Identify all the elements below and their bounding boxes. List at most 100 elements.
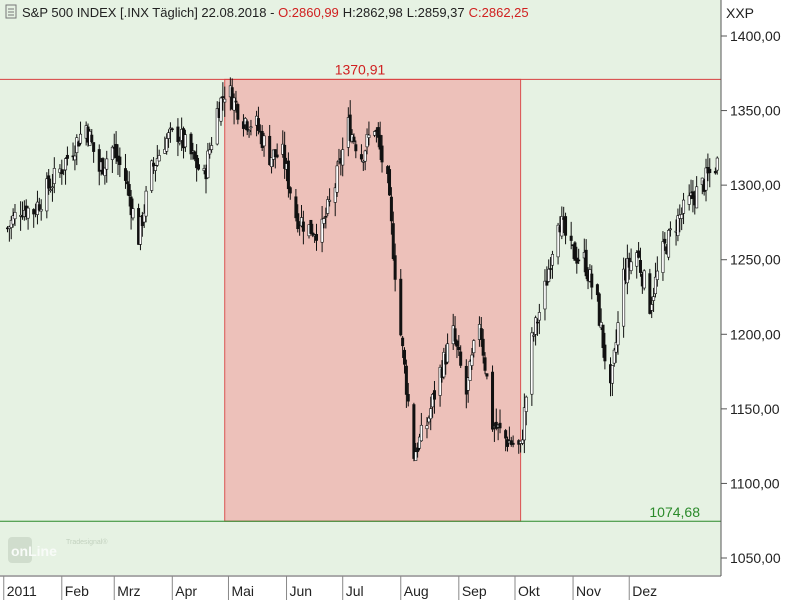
candle-body — [354, 144, 358, 152]
candle-body — [470, 354, 474, 366]
x-tick-label: Mrz — [117, 583, 140, 599]
candle-body — [637, 250, 641, 258]
x-tick-label: Sep — [462, 583, 487, 599]
candle-body — [682, 199, 686, 214]
candle-body — [176, 126, 180, 142]
candle-body — [90, 134, 94, 143]
x-tick-label: Aug — [404, 583, 429, 599]
candle-body — [483, 357, 487, 371]
header-icon[interactable] — [5, 4, 17, 19]
candle-body — [404, 365, 408, 395]
candle-body — [419, 424, 423, 442]
candle-body — [206, 150, 210, 179]
candle-body — [520, 439, 524, 444]
candle-body — [157, 155, 161, 162]
candle-body — [26, 207, 30, 219]
candle-body — [590, 273, 594, 288]
candle-body — [459, 351, 463, 366]
candle-body — [457, 347, 461, 351]
candle-body — [453, 328, 457, 342]
open-value: O:2860,99 — [278, 5, 339, 20]
x-tick-label: Dez — [632, 583, 657, 599]
candle-body — [178, 141, 182, 144]
candle-body — [491, 371, 495, 430]
candle-body — [556, 224, 560, 258]
candle-body — [543, 280, 547, 310]
x-tick-label: Jul — [346, 583, 364, 599]
candle-body — [373, 131, 377, 136]
candle-body — [438, 367, 442, 396]
candle-body — [52, 168, 56, 184]
candle-body — [365, 134, 369, 148]
candle-body — [247, 130, 251, 132]
x-axis-panel — [0, 576, 800, 600]
candle-body — [432, 390, 436, 400]
candle-body — [309, 219, 313, 234]
candle-body — [479, 328, 483, 340]
candle-body — [378, 134, 382, 150]
y-tick-label: 1150,00 — [730, 401, 780, 417]
candle-body — [131, 208, 135, 219]
candle-body — [610, 365, 614, 384]
candle-body — [270, 157, 274, 168]
candle-body — [361, 161, 365, 163]
candle-body — [123, 168, 127, 181]
y-tick-label: 1050,00 — [730, 550, 781, 566]
candle-body — [125, 181, 129, 185]
candle-body — [635, 252, 639, 267]
candle-body — [324, 215, 328, 218]
candle-body — [348, 114, 352, 141]
candle-body — [13, 212, 17, 220]
candle-body — [47, 175, 51, 189]
candle-body — [153, 165, 157, 171]
candle-body — [431, 394, 435, 408]
candle-body — [560, 216, 564, 237]
candle-body — [504, 430, 508, 439]
candle-body — [614, 342, 618, 353]
candle-body — [691, 191, 695, 199]
candle-body — [417, 436, 421, 449]
candle-body — [667, 230, 671, 258]
candle-body — [341, 149, 345, 166]
candle-body — [403, 349, 407, 365]
candle-body — [283, 144, 287, 169]
candle-body — [391, 223, 395, 259]
candle-body — [215, 108, 219, 145]
candle-body — [241, 121, 245, 129]
candle-body — [197, 164, 201, 170]
candle-body — [549, 268, 553, 270]
candle-body — [326, 199, 330, 214]
candle-body — [399, 278, 403, 336]
candle-body — [638, 259, 642, 273]
candle-body — [652, 296, 656, 301]
candle-body — [534, 317, 538, 335]
candle-body — [472, 340, 476, 354]
candle-body — [601, 324, 605, 348]
candle-body — [288, 187, 292, 194]
x-tick-label: Mai — [231, 583, 254, 599]
candle-body — [249, 126, 253, 129]
close-value: C:2862,25 — [469, 5, 529, 20]
candle-body — [152, 162, 156, 167]
candle-body — [416, 447, 420, 452]
candle-body — [11, 215, 15, 225]
candle-body — [208, 149, 212, 155]
candle-body — [301, 221, 305, 232]
candle-body — [708, 168, 712, 173]
candle-body — [376, 127, 380, 138]
candle-body — [680, 214, 684, 219]
candle-body — [97, 149, 101, 172]
candle-body — [268, 135, 272, 166]
candle-body — [359, 154, 363, 160]
low-value-label: 1074,68 — [649, 504, 700, 520]
y-tick-label: 1350,00 — [730, 103, 781, 119]
candle-body — [545, 280, 549, 286]
candle-body — [245, 121, 249, 131]
svg-text:S&P 500 INDEX [.INX Täglich]: S&P 500 INDEX [.INX Täglich] 22.08.2018 … — [22, 5, 529, 20]
candle-body — [129, 196, 133, 216]
candle-body — [183, 134, 187, 148]
candle-body — [550, 254, 554, 266]
candle-body — [191, 150, 195, 153]
